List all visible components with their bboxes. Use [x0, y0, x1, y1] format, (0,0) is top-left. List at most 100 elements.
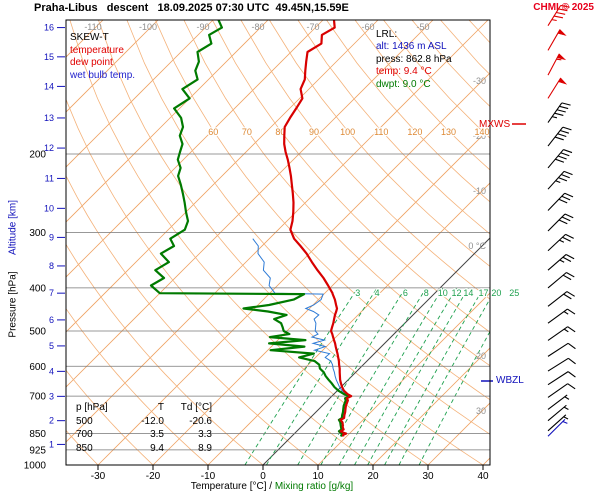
- cell-t-700: 3.5: [150, 429, 164, 440]
- svg-text:15: 15: [44, 52, 54, 62]
- axis-ticks: 2003004005006007008509251000123456789101…: [24, 23, 489, 482]
- svg-text:20: 20: [476, 351, 486, 361]
- info-pressure: press: 862.8 hPa: [376, 53, 452, 65]
- svg-text:8: 8: [49, 261, 54, 271]
- legend-wetbulb: wet bulb temp.: [70, 69, 136, 81]
- svg-text:1: 1: [49, 439, 54, 449]
- svg-text:500: 500: [29, 327, 46, 338]
- x-axis-separator: /: [266, 481, 275, 492]
- svg-text:700: 700: [29, 392, 46, 403]
- svg-text:5: 5: [49, 341, 54, 351]
- svg-text:8: 8: [424, 288, 429, 298]
- svg-text:14: 14: [463, 288, 473, 298]
- svg-text:130: 130: [441, 127, 456, 137]
- svg-text:100: 100: [340, 127, 355, 137]
- svg-text:-60: -60: [361, 22, 374, 32]
- svg-text:-10: -10: [473, 186, 486, 196]
- mxws-label: MXWS: [479, 119, 511, 130]
- svg-text:30: 30: [476, 406, 486, 416]
- svg-text:10: 10: [438, 288, 448, 298]
- svg-text:2: 2: [49, 416, 54, 426]
- wind-barb: [547, 102, 571, 123]
- wind-barb: [547, 149, 573, 169]
- svg-text:3: 3: [355, 288, 360, 298]
- svg-text:1000: 1000: [24, 460, 47, 471]
- svg-text:9: 9: [49, 232, 54, 242]
- svg-text:16: 16: [44, 23, 54, 33]
- svg-text:-10: -10: [201, 471, 216, 482]
- wind-barb: [547, 233, 574, 252]
- svg-text:20: 20: [367, 471, 379, 482]
- copyright-label: CHMI © 2025: [533, 2, 594, 13]
- grid-labels: -110 -100 -90 -80 -70 -60 -50 -30 -20 -10 0 °C 20 30…: [84, 22, 520, 416]
- legend-heading: SKEW-T: [70, 32, 109, 43]
- wind-barb: [547, 53, 567, 76]
- table-row: 850 9.4 8.9: [76, 442, 212, 456]
- wind-barb: [547, 170, 573, 190]
- svg-text:-30: -30: [91, 471, 106, 482]
- svg-text:40: 40: [477, 471, 489, 482]
- wind-barb: [547, 4, 570, 27]
- table-col-p: p [hPa]: [76, 402, 108, 413]
- svg-text:6: 6: [49, 315, 54, 325]
- plot-legend: SKEW-T temperature dew point wet bulb te…: [70, 32, 135, 82]
- svg-text:12: 12: [452, 288, 462, 298]
- svg-text:10: 10: [312, 471, 324, 482]
- svg-text:4: 4: [375, 288, 380, 298]
- wind-barb: [547, 126, 572, 147]
- table-col-td: Td [°C]: [180, 402, 212, 413]
- cell-p-850: 850: [76, 442, 93, 454]
- svg-text:70: 70: [242, 127, 252, 137]
- svg-text:-50: -50: [416, 22, 429, 32]
- x-axis-temperature-label: Temperature [°C]: [190, 481, 267, 492]
- svg-text:13: 13: [44, 113, 54, 123]
- wind-barb: [547, 357, 576, 372]
- wind-barb: [547, 291, 575, 307]
- wind-barb: [547, 394, 570, 410]
- sounding-info-box: LRL: alt: 1436 m ASL press: 862.8 hPa te…: [376, 29, 452, 91]
- svg-text:-20: -20: [473, 131, 486, 141]
- wind-barb: [547, 308, 576, 324]
- info-temperature: temp: 9.4 °C: [376, 66, 432, 78]
- svg-text:0: 0: [260, 471, 266, 482]
- svg-text:90: 90: [309, 127, 319, 137]
- svg-text:0 °C: 0 °C: [468, 241, 486, 251]
- x-axis-title: Temperature [°C] / Mixing ratio [g/kg]: [66, 481, 478, 492]
- svg-text:12: 12: [44, 143, 54, 153]
- svg-text:140: 140: [475, 127, 490, 137]
- info-lrl: LRL:: [376, 29, 398, 40]
- svg-text:400: 400: [29, 283, 46, 294]
- svg-text:110: 110: [374, 127, 388, 137]
- cell-t-500: -12.0: [141, 415, 164, 427]
- info-altitude: alt: 1436 m ASL: [376, 41, 447, 53]
- svg-text:25: 25: [509, 288, 519, 298]
- wetbulb-curve: [252, 238, 353, 437]
- info-dewpoint: dwpt: 9.0 °C: [376, 78, 431, 90]
- wind-barb: [547, 272, 575, 289]
- svg-text:925: 925: [29, 445, 46, 456]
- wind-barb: [547, 213, 574, 232]
- wind-barb: [547, 404, 569, 422]
- cell-td-500: -20.6: [189, 415, 212, 427]
- svg-text:30: 30: [422, 471, 434, 482]
- wind-barb: [547, 253, 575, 271]
- svg-text:14: 14: [44, 81, 54, 91]
- wind-barb: [547, 414, 569, 432]
- svg-text:-80: -80: [251, 22, 264, 32]
- level-table-header: p [hPa] T Td [°C]: [76, 401, 212, 415]
- cell-t-850: 9.4: [150, 442, 164, 454]
- wind-barb: [547, 342, 576, 357]
- svg-text:600: 600: [29, 362, 46, 373]
- svg-text:-100: -100: [139, 22, 157, 32]
- wind-barb: [547, 418, 568, 437]
- temperature-curve: [283, 20, 353, 437]
- legend-temperature: temperature: [70, 44, 124, 56]
- svg-text:120: 120: [407, 127, 422, 137]
- table-row: 500 -12.0 -20.6: [76, 415, 212, 429]
- cell-p-700: 700: [76, 429, 93, 440]
- svg-text:-110: -110: [84, 22, 101, 32]
- pressure-axis-title: Pressure [hPa]: [7, 271, 19, 338]
- svg-text:11: 11: [45, 173, 54, 183]
- wind-barb: [547, 29, 567, 51]
